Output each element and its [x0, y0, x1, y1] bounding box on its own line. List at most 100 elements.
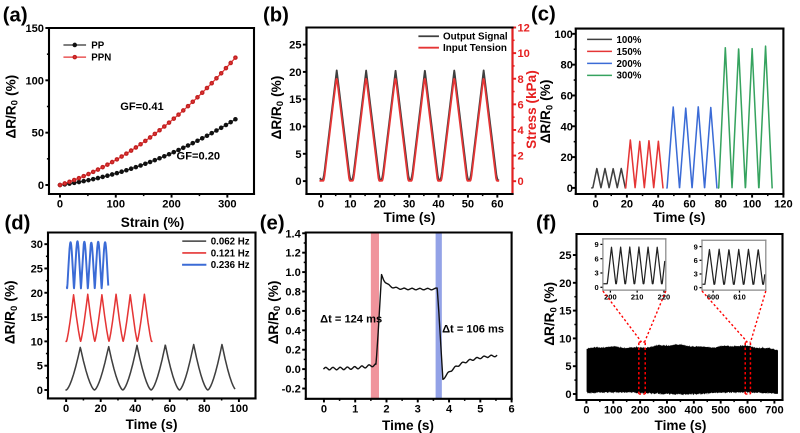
- svg-text:60: 60: [491, 199, 503, 211]
- svg-text:150%: 150%: [617, 47, 642, 58]
- svg-text:5: 5: [295, 149, 301, 161]
- svg-text:0.0: 0.0: [285, 364, 300, 376]
- svg-text:100: 100: [743, 199, 762, 211]
- svg-text:300%: 300%: [617, 71, 642, 82]
- svg-text:10: 10: [344, 199, 356, 211]
- svg-text:40: 40: [129, 403, 141, 415]
- svg-text:10: 10: [559, 333, 571, 345]
- svg-text:80: 80: [561, 60, 573, 72]
- svg-text:0.8: 0.8: [285, 287, 300, 299]
- svg-text:PP: PP: [91, 40, 104, 51]
- svg-text:Δ t =: Δ t = 1 2 4 m s: [320, 302, 382, 327]
- svg-text:400: 400: [685, 405, 704, 417]
- svg-text:0: 0: [321, 404, 327, 416]
- svg-text:0: 0: [583, 405, 589, 417]
- svg-text:GF=0.20: GF=0.20: [177, 150, 221, 162]
- svg-text:Time (s): Time (s): [655, 418, 707, 433]
- svg-text:6: 6: [509, 404, 515, 416]
- svg-text:(a): (a): [3, 4, 28, 26]
- svg-text:(e): (e): [260, 213, 285, 235]
- svg-text:20: 20: [561, 152, 573, 164]
- svg-text:0: 0: [518, 176, 524, 188]
- svg-text:200: 200: [631, 405, 650, 417]
- svg-text:40: 40: [432, 199, 444, 211]
- svg-text:(c): (c): [531, 3, 556, 25]
- svg-text:Δ R / R: Δ R / R ( % ) 0: [258, 274, 283, 344]
- svg-text:Output Signal: Output Signal: [443, 32, 508, 43]
- svg-text:200%: 200%: [617, 59, 642, 70]
- svg-text:100: 100: [554, 29, 573, 41]
- svg-text:Input Tension: Input Tension: [443, 43, 507, 54]
- svg-text:Δ R / R: Δ R / R ( % ) 0: [534, 276, 559, 346]
- svg-text:25: 25: [559, 250, 571, 262]
- svg-text:3: 3: [595, 269, 599, 278]
- svg-text:0: 0: [593, 199, 599, 211]
- svg-text:210: 210: [631, 293, 644, 302]
- svg-text:200: 200: [604, 293, 617, 302]
- svg-text:9: 9: [595, 240, 599, 249]
- svg-text:80: 80: [715, 199, 727, 211]
- svg-text:0.062 Hz: 0.062 Hz: [211, 237, 250, 248]
- svg-text:100: 100: [25, 75, 44, 87]
- svg-text:0.6: 0.6: [285, 306, 300, 318]
- svg-text:1.2: 1.2: [285, 248, 300, 260]
- svg-text:120: 120: [774, 199, 793, 211]
- svg-text:-0.2: -0.2: [282, 384, 301, 396]
- svg-text:6: 6: [595, 254, 599, 263]
- svg-text:6: 6: [518, 99, 524, 111]
- svg-text:150: 150: [25, 23, 44, 35]
- svg-text:700: 700: [765, 405, 784, 417]
- svg-text:0: 0: [567, 183, 573, 195]
- svg-text:25: 25: [289, 40, 301, 52]
- svg-text:5: 5: [37, 361, 43, 373]
- svg-text:30: 30: [403, 199, 415, 211]
- svg-text:Time (s): Time (s): [126, 417, 178, 432]
- svg-text:(f): (f): [536, 213, 556, 235]
- svg-text:0.2: 0.2: [285, 345, 300, 357]
- svg-text:100: 100: [604, 405, 623, 417]
- svg-text:15: 15: [289, 94, 301, 106]
- svg-text:2: 2: [518, 151, 524, 163]
- svg-text:600: 600: [738, 405, 757, 417]
- svg-text:Δ t =: Δ t = 1 0 6 m s: [442, 313, 504, 338]
- svg-text:0: 0: [295, 176, 301, 188]
- svg-text:12: 12: [518, 23, 530, 35]
- svg-text:0.236 Hz: 0.236 Hz: [211, 260, 250, 271]
- svg-text:60: 60: [164, 403, 176, 415]
- svg-text:6: 6: [694, 256, 698, 265]
- svg-text:20: 20: [559, 278, 571, 290]
- svg-text:100: 100: [106, 199, 125, 211]
- svg-text:300: 300: [218, 199, 237, 211]
- svg-text:2: 2: [383, 404, 389, 416]
- svg-text:30: 30: [31, 239, 43, 251]
- svg-text:0.4: 0.4: [285, 325, 301, 337]
- svg-text:Time (s): Time (s): [384, 210, 436, 225]
- svg-text:15: 15: [559, 306, 571, 318]
- svg-text:4: 4: [518, 125, 525, 137]
- svg-text:3: 3: [694, 270, 698, 279]
- svg-text:Strain (%): Strain (%): [121, 215, 185, 230]
- svg-text:10: 10: [31, 336, 43, 348]
- svg-text:610: 610: [733, 293, 746, 302]
- svg-text:0: 0: [37, 385, 43, 397]
- svg-text:Stress (kPa): Stress (kPa): [524, 70, 539, 149]
- svg-text:20: 20: [621, 199, 633, 211]
- svg-text:0: 0: [63, 403, 69, 415]
- svg-text:1.4: 1.4: [285, 228, 301, 240]
- svg-text:Δ R / R: Δ R / R ( % ) 0: [0, 274, 20, 344]
- svg-text:5: 5: [565, 361, 571, 373]
- svg-text:100%: 100%: [617, 35, 642, 46]
- svg-text:0: 0: [57, 199, 63, 211]
- svg-text:PPN: PPN: [91, 53, 111, 64]
- svg-text:60: 60: [683, 199, 695, 211]
- svg-text:3: 3: [415, 404, 421, 416]
- svg-text:Δ R / R: Δ R / R ( % ) 0: [0, 69, 21, 139]
- svg-text:5: 5: [477, 404, 483, 416]
- svg-text:(d): (d): [5, 213, 31, 235]
- svg-text:4: 4: [446, 404, 453, 416]
- svg-text:0: 0: [595, 283, 599, 292]
- svg-text:20: 20: [95, 403, 107, 415]
- svg-text:50: 50: [462, 199, 474, 211]
- svg-text:200: 200: [162, 199, 181, 211]
- svg-text:40: 40: [561, 121, 573, 133]
